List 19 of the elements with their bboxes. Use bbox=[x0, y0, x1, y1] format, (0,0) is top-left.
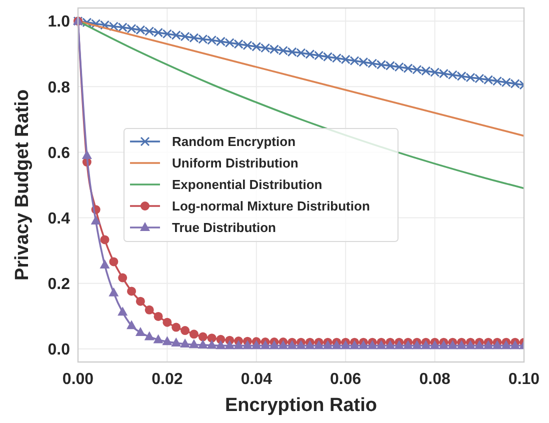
y-tick-label: 0.0 bbox=[48, 341, 70, 358]
legend-label: Uniform Distribution bbox=[172, 156, 298, 171]
x-tick-label: 0.04 bbox=[240, 371, 272, 388]
x-tick-label: 0.02 bbox=[152, 371, 183, 388]
x-tick-label: 0.10 bbox=[508, 371, 540, 388]
y-tick-label: 0.8 bbox=[48, 79, 70, 96]
legend-label: Log-normal Mixture Distribution bbox=[172, 198, 370, 214]
legend-label: True Distribution bbox=[172, 220, 276, 236]
y-axis-title: Privacy Budget Ratio bbox=[12, 89, 33, 281]
x-axis-title: Encryption Ratio bbox=[224, 395, 378, 416]
legend-label: Random Encryption bbox=[172, 134, 296, 150]
y-tick-label: 0.4 bbox=[48, 210, 70, 228]
x-tick-label: 0.00 bbox=[62, 371, 94, 388]
legend-label: Exponential Distribution bbox=[172, 177, 322, 192]
y-tick-label: 1.0 bbox=[48, 14, 70, 31]
y-tick-label: 0.6 bbox=[48, 144, 70, 162]
x-tick-label: 0.08 bbox=[419, 371, 450, 388]
x-tick-label: 0.06 bbox=[330, 371, 362, 388]
y-tick-label: 0.2 bbox=[48, 276, 70, 293]
